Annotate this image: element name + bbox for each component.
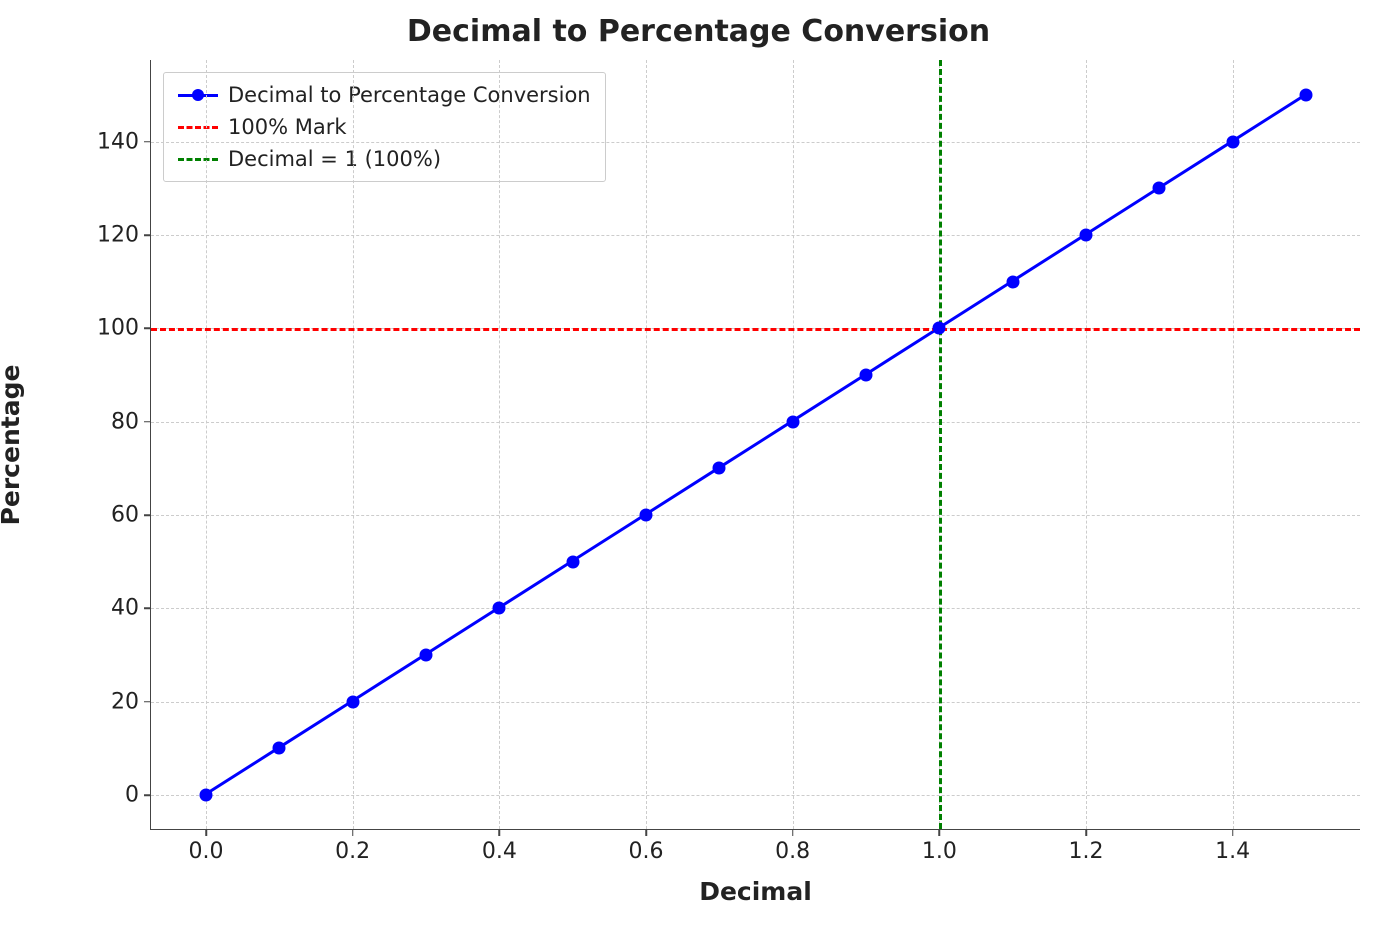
legend-item: Decimal to Percentage Conversion	[178, 83, 591, 107]
chart-container: Decimal to Percentage Conversion Decimal…	[0, 0, 1397, 943]
y-tick-label: 100	[97, 316, 139, 341]
legend-marker-icon	[192, 89, 204, 101]
data-marker	[713, 462, 726, 475]
grid-line-horizontal	[151, 608, 1360, 609]
legend-item: 100% Mark	[178, 115, 591, 139]
chart-title: Decimal to Percentage Conversion	[0, 14, 1397, 49]
y-tick-label: 0	[125, 783, 139, 808]
y-tick-mark	[144, 608, 151, 610]
data-marker	[933, 322, 946, 335]
data-marker	[1006, 275, 1019, 288]
data-marker	[1226, 135, 1239, 148]
y-tick-mark	[144, 141, 151, 143]
grid-line-horizontal	[151, 795, 1360, 796]
y-tick-label: 40	[111, 596, 139, 621]
grid-line-vertical	[1233, 60, 1234, 829]
data-marker	[420, 649, 433, 662]
data-marker	[200, 789, 213, 802]
data-marker	[346, 695, 359, 708]
x-tick-mark	[499, 829, 501, 836]
grid-line-horizontal	[151, 422, 1360, 423]
x-tick-mark	[1085, 829, 1087, 836]
y-tick-mark	[144, 234, 151, 236]
x-tick-label: 0.0	[189, 839, 224, 864]
y-tick-mark	[144, 328, 151, 330]
x-tick-mark	[792, 829, 794, 836]
legend-swatch	[178, 149, 218, 169]
y-tick-label: 20	[111, 689, 139, 714]
y-tick-label: 80	[111, 409, 139, 434]
data-marker	[493, 602, 506, 615]
grid-line-horizontal	[151, 702, 1360, 703]
data-marker	[786, 415, 799, 428]
legend: Decimal to Percentage Conversion 100% Mar…	[163, 72, 606, 182]
x-tick-mark	[1232, 829, 1234, 836]
legend-swatch	[178, 117, 218, 137]
series-polyline	[206, 95, 1305, 794]
grid-line-horizontal	[151, 235, 1360, 236]
y-tick-mark	[144, 701, 151, 703]
y-tick-label: 120	[97, 223, 139, 248]
legend-label: Decimal = 1 (100%)	[228, 147, 441, 171]
x-tick-mark	[645, 829, 647, 836]
x-tick-label: 0.2	[335, 839, 370, 864]
x-axis-label: Decimal	[699, 877, 812, 906]
y-axis-label: Percentage	[0, 364, 25, 525]
grid-line-horizontal	[151, 142, 1360, 143]
x-tick-label: 0.6	[629, 839, 664, 864]
data-marker	[640, 509, 653, 522]
y-tick-mark	[144, 514, 151, 516]
grid-line-vertical	[499, 60, 500, 829]
data-marker	[273, 742, 286, 755]
x-tick-mark	[352, 829, 354, 836]
x-tick-label: 1.2	[1069, 839, 1104, 864]
x-tick-label: 1.0	[922, 839, 957, 864]
y-tick-mark	[144, 794, 151, 796]
grid-line-vertical	[206, 60, 207, 829]
x-tick-label: 0.8	[775, 839, 810, 864]
legend-item: Decimal = 1 (100%)	[178, 147, 591, 171]
grid-line-horizontal	[151, 515, 1360, 516]
legend-label: 100% Mark	[228, 115, 347, 139]
grid-line-vertical	[646, 60, 647, 829]
grid-line-vertical	[793, 60, 794, 829]
x-tick-label: 1.4	[1215, 839, 1250, 864]
hline-100-percent	[151, 328, 1360, 331]
plot-area: Decimal to Percentage Conversion 100% Mar…	[150, 60, 1360, 830]
y-tick-mark	[144, 421, 151, 423]
x-tick-label: 0.4	[482, 839, 517, 864]
grid-line-vertical	[1086, 60, 1087, 829]
y-tick-label: 140	[97, 129, 139, 154]
legend-label: Decimal to Percentage Conversion	[228, 83, 591, 107]
data-marker	[1153, 182, 1166, 195]
data-marker	[1300, 89, 1313, 102]
data-marker	[1080, 229, 1093, 242]
y-tick-label: 60	[111, 503, 139, 528]
x-tick-mark	[205, 829, 207, 836]
data-marker	[566, 555, 579, 568]
legend-swatch	[178, 85, 218, 105]
vline-decimal-1	[939, 60, 942, 829]
data-marker	[860, 369, 873, 382]
grid-line-vertical	[353, 60, 354, 829]
x-tick-mark	[939, 829, 941, 836]
